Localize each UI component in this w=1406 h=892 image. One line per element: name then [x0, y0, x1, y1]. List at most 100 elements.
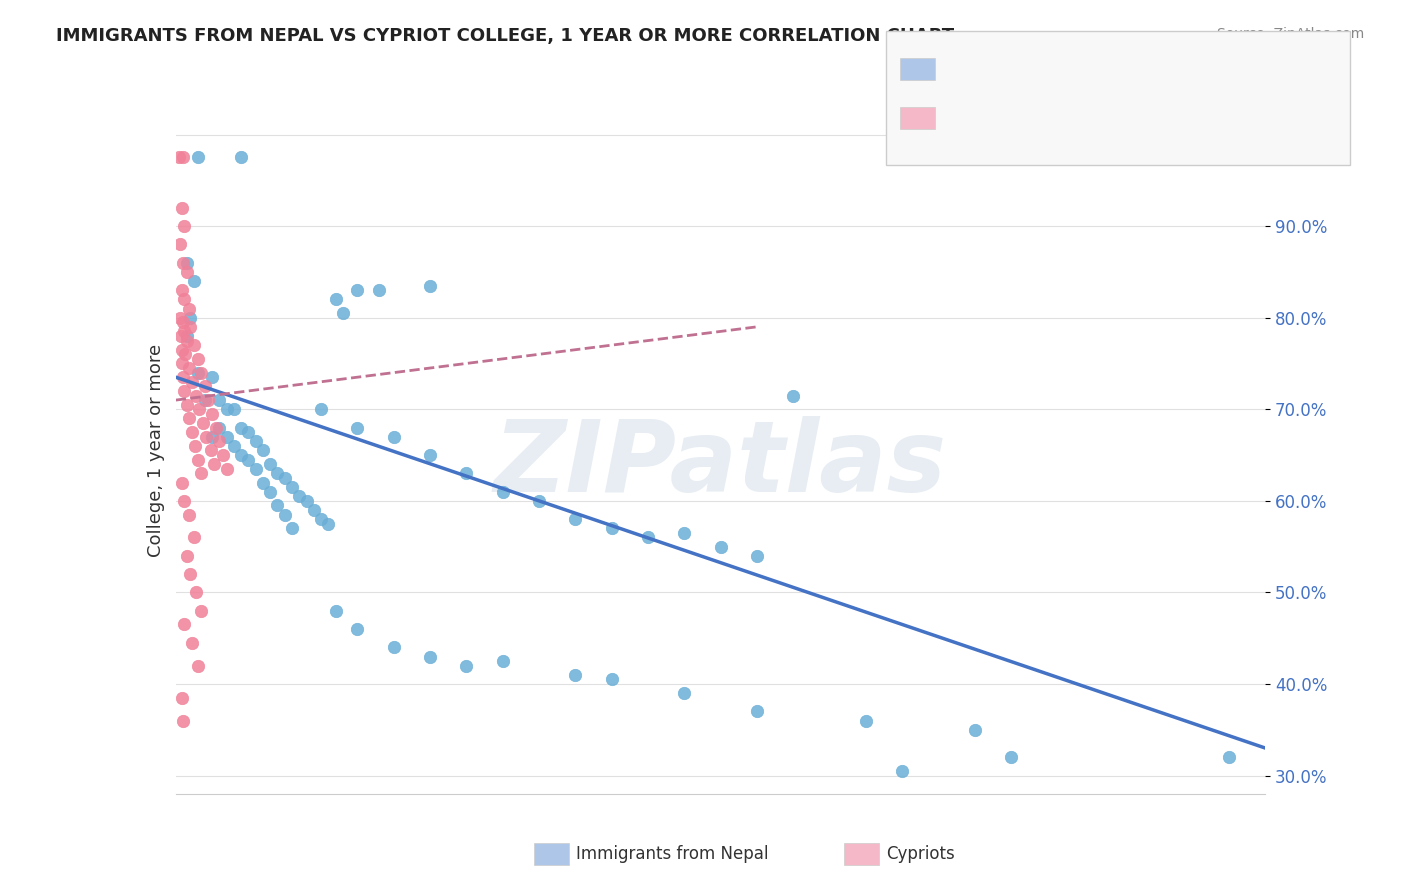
Point	[186, 351, 209, 366]
Point	[190, 467, 212, 481]
Point	[190, 604, 212, 618]
Point	[184, 388, 207, 402]
Point	[172, 714, 194, 728]
Point	[208, 434, 231, 449]
Point	[231, 448, 253, 462]
Point	[194, 379, 217, 393]
Point	[180, 375, 202, 389]
Point	[245, 434, 267, 449]
Point	[177, 361, 200, 376]
Point	[259, 457, 281, 471]
Point	[222, 402, 245, 417]
Point	[177, 411, 200, 425]
Point	[186, 150, 209, 164]
Text: Source: ZipAtlas.com: Source: ZipAtlas.com	[1216, 27, 1364, 41]
Point	[173, 493, 195, 508]
Point	[208, 393, 231, 408]
Point	[170, 356, 193, 370]
Point	[177, 508, 200, 522]
Point	[274, 471, 297, 485]
Point	[600, 521, 623, 535]
Point	[173, 219, 195, 233]
Point	[346, 283, 368, 297]
Point	[212, 448, 235, 462]
Point	[176, 265, 198, 279]
Y-axis label: College, 1 year or more: College, 1 year or more	[146, 344, 165, 557]
Point	[194, 393, 217, 408]
Point	[201, 430, 224, 444]
Point	[179, 310, 201, 325]
Point	[309, 402, 332, 417]
Point	[252, 443, 274, 458]
Point	[855, 714, 877, 728]
Point	[382, 430, 405, 444]
Point	[891, 764, 914, 778]
Point	[172, 370, 194, 384]
Point	[170, 283, 193, 297]
Point	[745, 549, 768, 563]
Point	[419, 649, 441, 664]
Point	[456, 467, 478, 481]
Point	[215, 402, 238, 417]
Point	[281, 521, 304, 535]
Point	[193, 416, 215, 430]
Point	[170, 690, 193, 705]
Point	[492, 654, 515, 668]
Text: IMMIGRANTS FROM NEPAL VS CYPRIOT COLLEGE, 1 YEAR OR MORE CORRELATION CHART: IMMIGRANTS FROM NEPAL VS CYPRIOT COLLEGE…	[56, 27, 955, 45]
Point	[172, 315, 194, 329]
Point	[295, 493, 318, 508]
Point	[215, 462, 238, 476]
Point	[368, 283, 391, 297]
Text: R = -0.551   N =  71: R = -0.551 N = 71	[949, 58, 1132, 76]
Point	[215, 430, 238, 444]
Point	[673, 525, 696, 540]
Point	[1218, 750, 1240, 764]
Text: ZIPatlas: ZIPatlas	[494, 416, 948, 513]
Point	[259, 484, 281, 499]
Point	[174, 347, 197, 361]
Point	[183, 531, 205, 545]
Point	[419, 278, 441, 293]
Point	[281, 480, 304, 494]
Point	[208, 420, 231, 434]
Point	[963, 723, 986, 737]
Point	[176, 549, 198, 563]
Point	[600, 673, 623, 687]
Point	[238, 452, 260, 467]
Point	[325, 293, 347, 307]
Point	[169, 150, 191, 164]
Point	[176, 256, 198, 270]
Point	[186, 658, 209, 673]
Point	[302, 503, 325, 517]
Point	[564, 668, 586, 682]
Point	[325, 604, 347, 618]
Point	[176, 334, 198, 348]
Point	[637, 531, 659, 545]
Point	[201, 407, 224, 421]
Point	[169, 310, 191, 325]
Text: Cypriots: Cypriots	[886, 845, 955, 863]
Point	[173, 617, 195, 632]
Point	[1000, 750, 1022, 764]
Point	[183, 274, 205, 288]
Point	[186, 366, 209, 380]
Point	[274, 508, 297, 522]
Point	[309, 512, 332, 526]
Point	[222, 439, 245, 453]
Point	[190, 366, 212, 380]
Point	[197, 393, 219, 408]
Point	[170, 329, 193, 343]
Point	[231, 150, 253, 164]
Point	[177, 301, 200, 316]
Point	[231, 420, 253, 434]
Point	[179, 319, 201, 334]
Point	[170, 201, 193, 215]
Point	[173, 293, 195, 307]
Point	[745, 705, 768, 719]
Point	[527, 493, 550, 508]
Text: Immigrants from Nepal: Immigrants from Nepal	[576, 845, 769, 863]
Point	[332, 306, 354, 320]
Point	[245, 462, 267, 476]
Point	[288, 489, 311, 503]
Point	[200, 443, 222, 458]
